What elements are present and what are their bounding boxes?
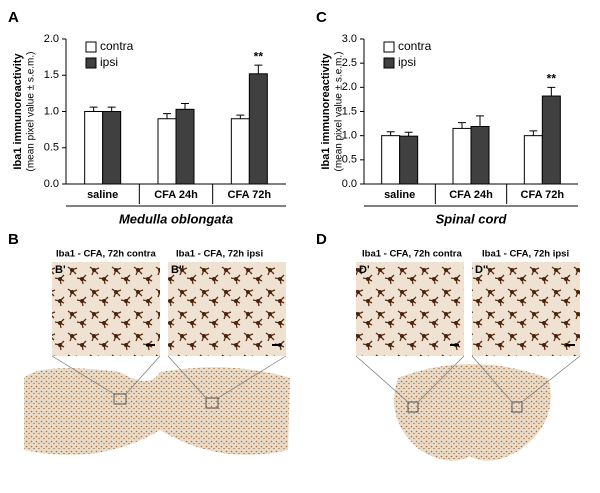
micrograph-caption: Iba1 - CFA, 72h contra (362, 249, 462, 260)
x-tick-label: CFA 72h (228, 189, 272, 201)
legend-swatch (85, 57, 97, 69)
bar (470, 125, 490, 185)
micrograph-label: B'' (171, 264, 185, 276)
micrograph-caption: Iba1 - CFA, 72h ipsi (482, 249, 569, 260)
section-image (24, 367, 290, 455)
error-bar (181, 103, 189, 110)
bar (84, 111, 104, 185)
y-tick-label: 0.0 (342, 178, 357, 190)
micrograph (52, 262, 160, 356)
micrograph-caption: Iba1 - CFA, 72h contra (56, 249, 156, 260)
group-label: Spinal cord (436, 211, 508, 226)
error-bar (89, 106, 98, 112)
y-tick-label: 2.0 (342, 81, 357, 93)
inset-line (51, 355, 287, 399)
legend-label: ipsi (398, 55, 416, 69)
inset-line (355, 355, 581, 403)
panel-label: C (316, 9, 327, 26)
micrograph-caption: Iba1 - CFA, 72h ipsi (176, 249, 263, 260)
panel-label: B (8, 231, 19, 248)
y-tick-label: 3.0 (342, 33, 357, 45)
significance: ** (547, 72, 557, 86)
y-tick-label: 2.5 (342, 57, 357, 69)
inset-box (205, 397, 219, 409)
legend-label: contra (100, 39, 134, 53)
x-tick-label: saline (87, 189, 118, 201)
scale-bar (272, 344, 281, 346)
error-bar (404, 131, 413, 137)
bar (175, 108, 195, 185)
scale-bar (146, 344, 155, 346)
error-bar (529, 130, 538, 136)
error-bar (386, 131, 395, 136)
panel-label: A (8, 9, 19, 26)
x-tick-label: CFA 24h (154, 189, 198, 201)
inset-box (113, 393, 127, 405)
bar (102, 111, 122, 185)
error-bar (107, 106, 116, 112)
scale-bar (450, 344, 459, 346)
bar (230, 118, 250, 185)
legend-label: contra (398, 39, 432, 53)
legend-swatch (85, 41, 97, 53)
group-label: Medulla oblongata (119, 211, 233, 226)
scale-bar (566, 344, 575, 346)
y-tick-label: 1.5 (342, 105, 357, 117)
legend-swatch (383, 57, 395, 69)
error-bar (163, 113, 171, 119)
y-tick-label: 0.5 (342, 154, 357, 166)
x-tick-label: CFA 24h (449, 189, 493, 201)
legend-label: ipsi (100, 55, 118, 69)
micrograph-label: D'' (475, 264, 489, 276)
legend-swatch (383, 41, 395, 53)
micrograph (472, 262, 580, 356)
error-bar (236, 114, 245, 119)
bar (452, 127, 472, 185)
y-axis-label: Iba1 immunoreactivity (320, 53, 332, 170)
inset-box (407, 401, 419, 413)
micrograph (168, 262, 286, 356)
micrograph-label: D' (359, 264, 370, 276)
micrograph-label: B' (55, 264, 66, 276)
panel-label: D (316, 231, 327, 248)
y-tick-label: 0.5 (44, 142, 59, 154)
significance: ** (254, 49, 264, 63)
bar (399, 135, 419, 185)
y-tick-label: 2.0 (44, 33, 59, 45)
micrograph (356, 262, 464, 356)
y-tick-label: 1.0 (342, 130, 357, 142)
error-bar (254, 64, 263, 74)
y-tick-label: 0.0 (44, 178, 59, 190)
y-tick-label: 1.0 (44, 105, 59, 117)
bar (157, 118, 177, 185)
bar (381, 135, 401, 185)
y-tick-label: 1.5 (44, 69, 59, 81)
y-axis-label: Iba1 immunoreactivity (12, 53, 24, 170)
bar (248, 73, 268, 185)
section-image (394, 364, 551, 461)
error-bar (476, 115, 484, 127)
x-tick-label: CFA 72h (521, 189, 565, 201)
bar (541, 95, 561, 185)
bar (523, 135, 543, 185)
x-tick-label: saline (384, 189, 415, 201)
micrograph-layout (24, 262, 581, 461)
inset-box (511, 401, 523, 413)
error-bar (547, 86, 556, 97)
y-axis-note: (mean pixel value ± s.e.m.) (334, 52, 345, 172)
error-bar (458, 122, 466, 129)
y-axis-note: (mean pixel value ± s.e.m.) (26, 52, 37, 172)
